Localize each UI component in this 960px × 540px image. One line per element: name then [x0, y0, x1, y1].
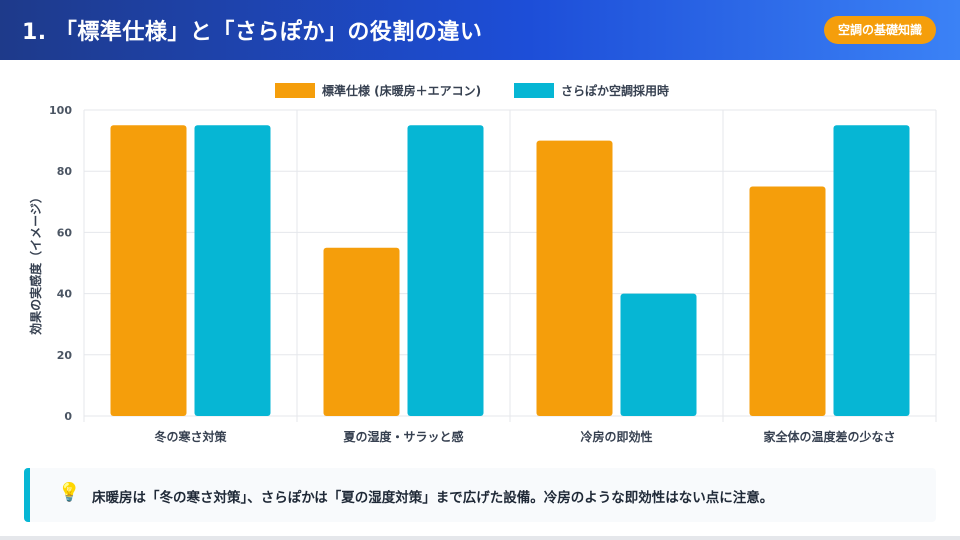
bar	[536, 140, 613, 416]
y-tick-label: 40	[57, 288, 73, 301]
y-tick-label: 0	[64, 410, 72, 423]
x-tick-label: 冷房の即効性	[580, 429, 652, 444]
category-badge: 空調の基礎知識	[823, 16, 936, 44]
bar	[323, 247, 400, 416]
bar	[749, 186, 826, 416]
header-bar: 1. 「標準仕様」と「さらぽか」の役割の違い 空調の基礎知識	[0, 0, 960, 60]
x-tick-label: 夏の湿度・サラッと感	[343, 429, 463, 444]
bar	[620, 293, 697, 416]
bar-chart: 0 20 40 60 80 100 冬の寒さ対策 夏の湿度・サラッと感 冷房の即効性 家全体の温度…	[28, 83, 937, 444]
y-tick-label: 20	[57, 349, 73, 362]
bar	[194, 125, 271, 417]
y-tick-label: 100	[49, 104, 72, 117]
legend-swatch	[514, 83, 554, 98]
page-title: 1. 「標準仕様」と「さらぽか」の役割の違い	[22, 20, 483, 45]
bar	[407, 125, 484, 417]
y-tick-label: 80	[57, 165, 73, 178]
legend-swatch	[275, 83, 315, 98]
legend-label: 標準仕様 (床暖房＋エアコン)	[322, 83, 481, 98]
bottom-divider	[0, 536, 960, 540]
bar	[110, 125, 187, 417]
legend-label: さらぽか空調採用時	[561, 83, 669, 98]
note-text: 床暖房は「冬の寒さ対策」、さらぽかは「夏の湿度対策」まで広げた設備。冷房のような…	[92, 490, 774, 506]
y-axis-label: 効果の実感度（イメージ）	[28, 191, 43, 335]
note-callout: 💡 床暖房は「冬の寒さ対策」、さらぽかは「夏の湿度対策」まで広げた設備。冷房のよ…	[24, 468, 936, 522]
x-tick-label: 冬の寒さ対策	[154, 429, 227, 444]
y-tick-label: 60	[57, 226, 73, 239]
lightbulb-icon: 💡	[58, 482, 81, 503]
x-tick-label: 家全体の温度差の少なさ	[763, 429, 895, 444]
bar	[833, 125, 910, 417]
